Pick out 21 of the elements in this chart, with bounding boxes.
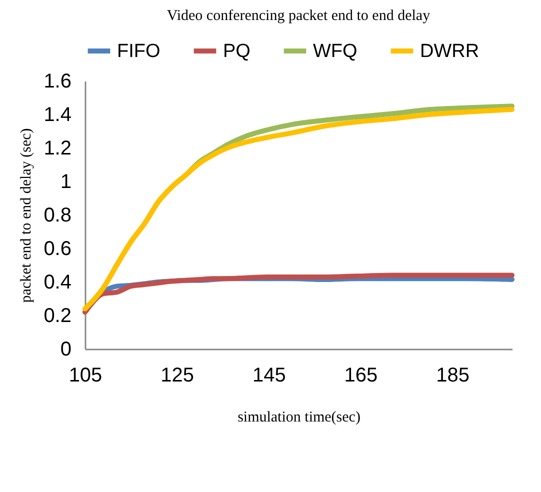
x-tick-label: 185 [436, 364, 470, 386]
y-tick-label: 1 [60, 171, 72, 193]
y-tick-label: 0 [60, 338, 72, 360]
y-tick-label: 1.4 [44, 104, 72, 126]
y-axis-title: packet end to end delay (sec) [18, 128, 35, 303]
y-tick-label: 0.4 [44, 272, 72, 294]
legend-label: FIFO [117, 41, 160, 62]
x-axis-title: simulation time(sec) [238, 410, 360, 426]
chart-title: Video conferencing packet end to end delay [166, 8, 431, 24]
y-tick-label: 1.2 [44, 138, 72, 160]
x-tick-label: 125 [160, 364, 194, 386]
x-tick-label: 165 [344, 364, 378, 386]
y-tick-label: 0.2 [44, 305, 72, 327]
y-tick-label: 0.6 [44, 238, 72, 260]
y-tick-label: 0.8 [44, 204, 72, 226]
x-tick-label: 105 [68, 364, 102, 386]
y-tick-label: 1.6 [44, 70, 72, 92]
legend-label: DWRR [420, 41, 480, 62]
x-tick-label: 145 [252, 364, 286, 386]
legend-label: WFQ [313, 41, 358, 62]
legend-label: PQ [223, 41, 250, 62]
